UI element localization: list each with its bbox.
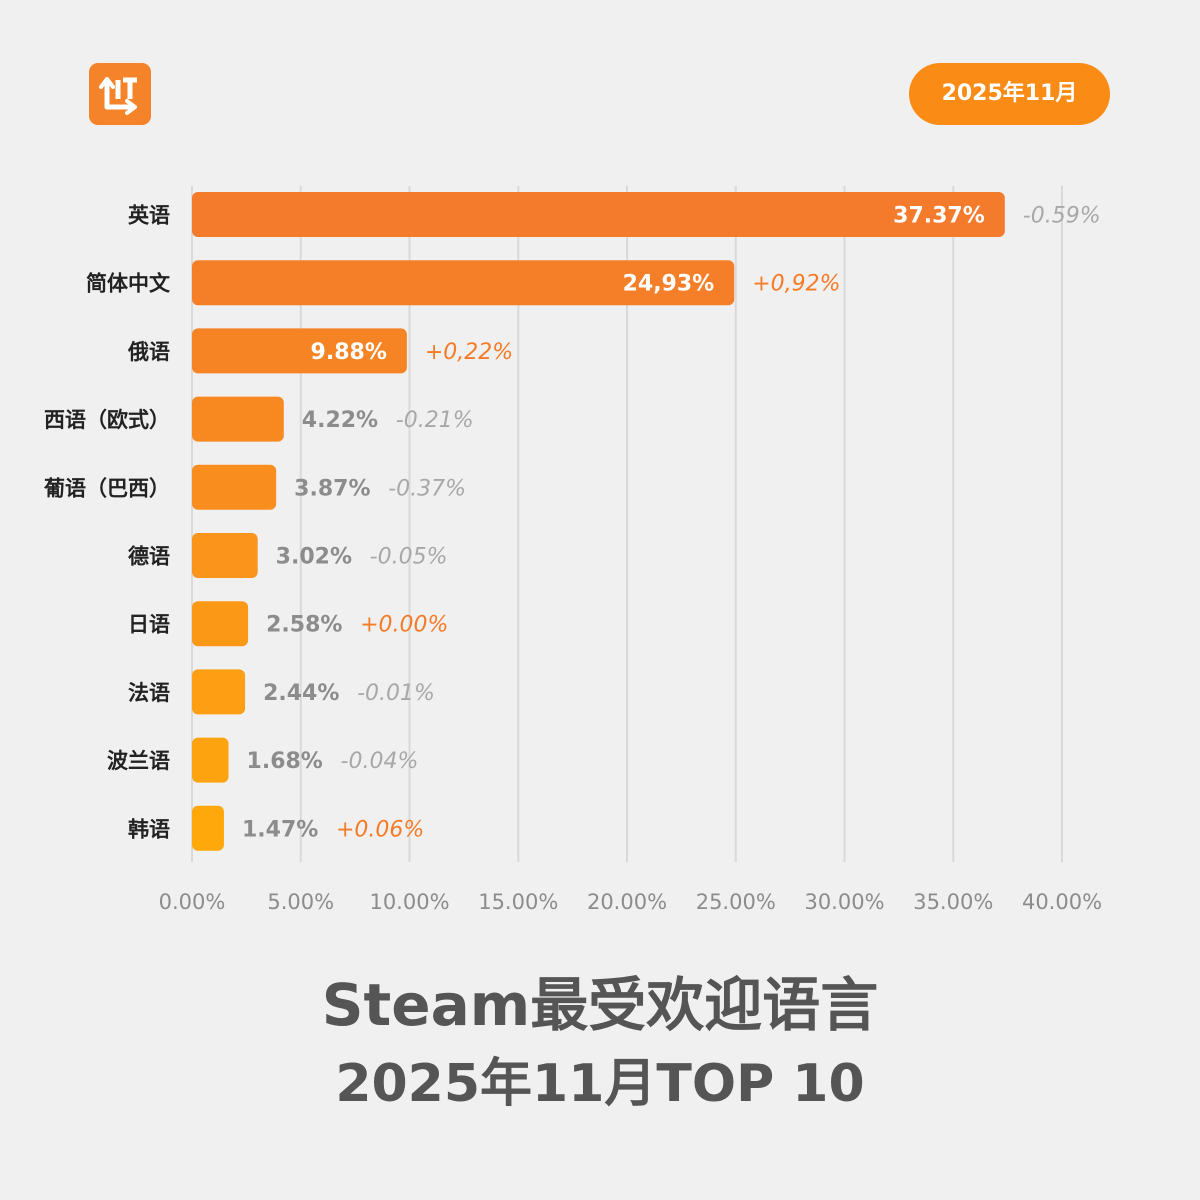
change-label: -0.05% <box>370 545 448 570</box>
value-label: 24,93% <box>623 272 715 297</box>
value-label: 3.02% <box>276 545 352 570</box>
x-tick-label: 0.00% <box>159 890 226 914</box>
bar <box>192 805 224 851</box>
change-label: -0.59% <box>1023 204 1101 229</box>
value-label: 1.68% <box>247 749 323 774</box>
category-label: 英语 <box>128 204 170 228</box>
change-label: +0.06% <box>336 817 424 842</box>
change-label: +0,22% <box>425 340 513 365</box>
bar <box>192 737 229 783</box>
x-tick-label: 40.00% <box>1022 890 1102 914</box>
date-badge: 2025年11月 <box>909 63 1110 125</box>
change-label: +0,92% <box>752 272 840 297</box>
bar <box>192 464 277 510</box>
category-label: 韩语 <box>128 817 170 841</box>
value-label: 1.47% <box>242 817 318 842</box>
x-tick-label: 15.00% <box>478 890 558 914</box>
bar <box>192 396 284 442</box>
change-label: -0.04% <box>341 749 419 774</box>
chart-title: Steam最受欢迎语言 <box>321 971 879 1039</box>
bar <box>192 260 735 306</box>
chart-subtitle: 2025年11月TOP 10 <box>335 1054 865 1114</box>
x-tick-label: 30.00% <box>804 890 884 914</box>
value-label: 2.58% <box>266 613 342 638</box>
lit-logo-icon <box>89 63 151 125</box>
value-label: 9.88% <box>311 340 387 365</box>
category-label: 简体中文 <box>86 272 171 296</box>
category-label: 俄语 <box>127 340 170 364</box>
bar-chart: 英语 37.37% -0.59% 简体中文 24,93% +0,92% 俄语 9.88% +0,… <box>43 186 1102 914</box>
x-tick-label: 25.00% <box>696 890 776 914</box>
category-label: 西语（欧式） <box>44 408 170 432</box>
value-label: 2.44% <box>263 681 339 706</box>
change-label: -0.37% <box>388 476 466 501</box>
change-label: -0.21% <box>396 408 474 433</box>
bar <box>192 328 407 374</box>
x-tick-label: 35.00% <box>913 890 993 914</box>
value-label: 37.37% <box>893 204 985 229</box>
bar <box>192 601 249 647</box>
x-tick-label: 5.00% <box>267 890 334 914</box>
x-tick-label: 10.00% <box>369 890 449 914</box>
category-label: 德语 <box>128 545 170 569</box>
category-label: 日语 <box>128 613 170 637</box>
category-label: 波兰语 <box>107 749 170 773</box>
value-label: 3.87% <box>294 476 370 501</box>
value-label: 4.22% <box>302 408 378 433</box>
bar <box>192 192 1005 237</box>
bar <box>192 669 246 715</box>
change-label: -0.01% <box>357 681 435 706</box>
category-label: 葡语（巴西） <box>43 476 170 500</box>
change-label: +0.00% <box>360 613 448 638</box>
bar <box>192 533 258 578</box>
category-label: 法语 <box>128 681 170 705</box>
x-tick-label: 20.00% <box>587 890 667 914</box>
